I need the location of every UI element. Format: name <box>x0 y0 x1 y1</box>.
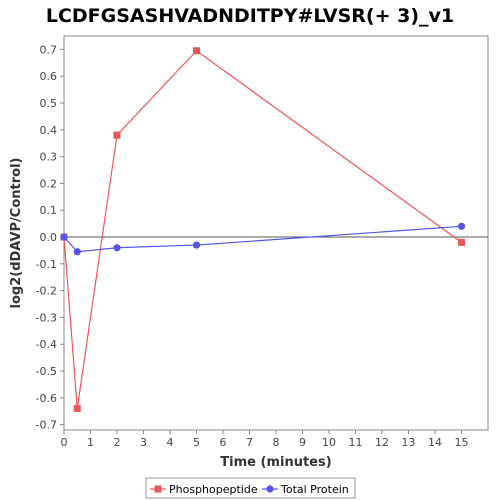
x-tick-label: 5 <box>193 436 200 449</box>
data-point <box>60 233 68 241</box>
legend-label: Total Protein <box>280 483 349 496</box>
x-tick-label: 3 <box>140 436 147 449</box>
x-tick-label: 4 <box>167 436 174 449</box>
x-tick-label: 11 <box>349 436 363 449</box>
y-tick-label: -0.1 <box>36 258 57 271</box>
x-tick-label: 12 <box>375 436 389 449</box>
x-tick-label: 9 <box>299 436 306 449</box>
y-tick-label: 0.4 <box>40 124 58 137</box>
y-tick-label: -0.7 <box>36 419 57 432</box>
y-axis-label: log2(dDAVP/Control) <box>9 158 24 309</box>
y-tick-label: -0.3 <box>36 311 57 324</box>
y-tick-label: -0.4 <box>36 338 57 351</box>
data-point <box>457 222 466 230</box>
data-point <box>113 244 121 252</box>
y-axis: 0.7 0.6 0.5 0.4 0.3 0.2 0.1 0.0 -0.1 -0.2 -0.3 -0.4… <box>36 43 64 432</box>
x-axis-label: Time (minutes) <box>220 455 331 470</box>
legend-marker <box>154 485 162 493</box>
x-tick-label: 14 <box>428 436 442 449</box>
series-1 <box>60 222 466 256</box>
y-tick-label: -0.2 <box>36 285 57 298</box>
y-tick-label: 0.7 <box>40 43 58 56</box>
legend-marker <box>266 485 274 493</box>
x-tick-label: 1 <box>87 436 94 449</box>
y-tick-label: 0.5 <box>40 97 58 110</box>
y-tick-label: 0.2 <box>40 177 58 190</box>
y-tick-label: -0.5 <box>36 365 57 378</box>
data-point <box>458 238 465 246</box>
y-tick-label: 0.6 <box>40 70 58 83</box>
x-tick-label: 0 <box>61 436 68 449</box>
x-tick-label: 10 <box>322 436 336 449</box>
x-tick-label: 15 <box>455 436 469 449</box>
legend-label: Phosphopeptide <box>169 483 258 496</box>
x-tick-label: 13 <box>402 436 416 449</box>
x-tick-label: 8 <box>273 436 280 449</box>
y-tick-label: -0.6 <box>36 392 57 405</box>
data-point <box>192 241 201 249</box>
chart-title: LCDFGSASHVADNDITPY#LVSR(+ 3)_v1 <box>46 5 454 27</box>
series-group <box>60 47 466 413</box>
y-tick-label: 0.0 <box>40 231 58 244</box>
x-tick-label: 6 <box>220 436 227 449</box>
plot-area <box>63 35 489 431</box>
data-point <box>193 47 200 55</box>
legend: Phosphopeptide Total Protein <box>145 477 356 499</box>
data-point <box>73 248 81 256</box>
data-point <box>113 131 121 139</box>
data-point <box>73 405 81 413</box>
y-tick-label: 0.1 <box>40 204 58 217</box>
x-tick-label: 2 <box>114 436 121 449</box>
x-tick-label: 7 <box>246 436 253 449</box>
y-tick-label: 0.3 <box>40 151 58 164</box>
legend-box <box>145 477 356 499</box>
x-axis: 0 1 2 3 4 5 6 7 8 9 10 11 12 13 14 15 <box>61 430 469 449</box>
